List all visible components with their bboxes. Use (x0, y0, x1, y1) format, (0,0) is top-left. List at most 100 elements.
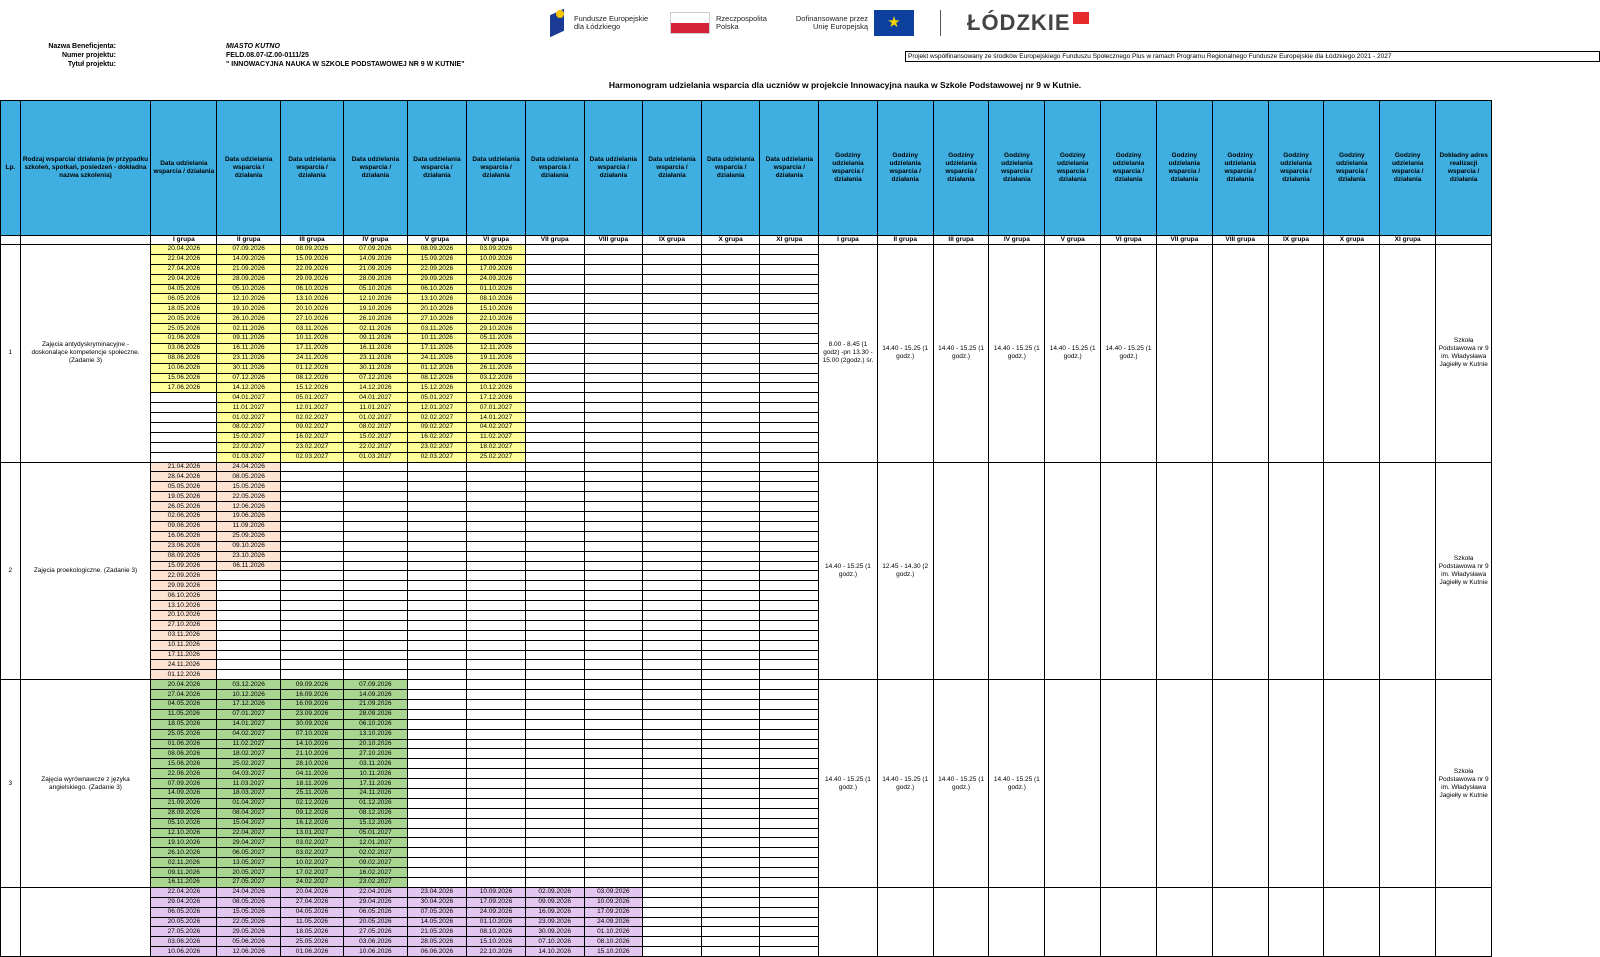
date-cell: 03.09.2026 (583, 886, 644, 898)
date-cell: 24.09.2026 (466, 273, 526, 285)
date-cell: 07.09.2026 (343, 244, 408, 255)
date-cell: 17.11.2026 (150, 649, 218, 661)
row-lp: 3 (0, 679, 21, 888)
date-cell-empty (406, 491, 468, 503)
date-cell-empty (642, 412, 702, 424)
date-cell-empty (216, 649, 281, 661)
date-cell-empty (466, 639, 526, 651)
hours-cell: 14.40 - 15.25 (1 godz.) (932, 679, 990, 888)
date-cell: 29.05.2026 (216, 926, 281, 938)
date-cell-empty (642, 718, 702, 730)
rp-logo-text: Rzeczpospolita Polska (716, 14, 767, 31)
date-cell-empty (700, 768, 761, 780)
date-cell: 07.09.2026 (150, 778, 218, 789)
date-cell-empty (583, 550, 644, 562)
date-cell: 15.12.2026 (279, 382, 345, 394)
date-cell-empty (524, 728, 585, 740)
date-cell: 11.01.2027 (343, 402, 408, 414)
date-cell-empty (642, 896, 702, 908)
date-cell-empty (759, 580, 820, 592)
date-cell: 14.10.2026 (279, 738, 345, 750)
date-cell-empty (700, 313, 761, 325)
eu-flag-icon: ★ (874, 10, 914, 36)
date-cell-empty (642, 352, 702, 364)
table-row: 3 Zajęcia wyrównawcze z języka angielskie… (0, 679, 1600, 888)
date-cell-empty (759, 778, 820, 789)
date-cell-empty (642, 481, 702, 493)
date-cell: 02.03.2027 (406, 451, 468, 463)
date-cell-empty (466, 758, 526, 770)
date-cell: 17.09.2026 (583, 906, 644, 918)
table-row: 05.05.2026 15.05.2026 (1, 481, 1600, 493)
date-cell: 24.09.2026 (583, 916, 644, 928)
header-date-col: Data udzielania wsparcia / działania (150, 100, 218, 236)
date-cell: 16.02.2027 (279, 431, 345, 443)
date-cell-empty (700, 352, 761, 364)
date-cell-empty (524, 491, 585, 503)
date-cell-empty (759, 807, 820, 819)
date-cell-empty (406, 619, 468, 631)
date-cell-empty (466, 708, 526, 720)
date-cell-empty (583, 698, 644, 710)
date-cell: 27.05.2027 (216, 877, 281, 888)
date-cell: 02.06.2026 (150, 511, 218, 522)
date-cell: 22.04.2026 (343, 886, 408, 898)
table-row: 22.04.2026 14.09.2026 15.09.2026 14.09.2026… (1, 253, 1600, 265)
date-cell-empty (700, 807, 761, 819)
date-cell: 27.04.2026 (150, 689, 218, 700)
date-cell-empty (466, 787, 526, 799)
date-cell-empty (642, 303, 702, 315)
table-row: 22.09.2026 (1, 570, 1600, 582)
table-row: 11.01.2027 12.01.2027 11.01.2027 12.01.2027… (1, 402, 1600, 414)
date-cell-empty (642, 511, 702, 522)
date-cell-empty (700, 896, 761, 908)
date-cell-empty (759, 708, 820, 720)
date-cell-empty (524, 600, 585, 611)
date-cell-empty (759, 471, 820, 483)
hours-cell (1267, 244, 1325, 463)
activity-name: Zajęcia wyrównawcze z języka angielskieg… (19, 679, 152, 888)
date-cell-empty (406, 728, 468, 740)
date-cell-empty (150, 392, 218, 404)
date-cell-empty (216, 639, 281, 651)
header-date-col: Data udzielania wsparcia / działania (524, 100, 585, 236)
date-cell: 14.09.2026 (216, 253, 281, 265)
date-cell-empty (406, 708, 468, 720)
date-cell-empty (583, 263, 644, 275)
hours-cell (1100, 461, 1157, 681)
date-cell-empty (524, 718, 585, 730)
date-cell-empty (700, 679, 761, 691)
logo-separator (940, 10, 941, 36)
date-cell-empty (583, 293, 644, 305)
date-cell-empty (524, 758, 585, 770)
table-row: 01.02.2027 02.02.2027 01.02.2027 02.02.2027… (1, 412, 1600, 424)
date-cell: 04.01.2027 (343, 392, 408, 404)
date-cell-empty (406, 471, 468, 483)
date-cell: 10.12.2026 (466, 382, 526, 394)
beneficiary-label: Nazwa Beneficjenta: (48, 43, 116, 50)
date-cell: 02.11.2026 (150, 857, 218, 869)
date-cell-empty (583, 748, 644, 760)
group-label: XI grupa (759, 235, 820, 245)
hours-cell (1211, 461, 1269, 681)
group-label: X grupa (1323, 235, 1381, 245)
date-cell-empty (700, 333, 761, 344)
date-cell-empty (700, 877, 761, 888)
date-cell-empty (583, 244, 644, 255)
date-cell-empty (759, 896, 820, 908)
date-cell: 06.05.2026 (343, 906, 408, 918)
date-cell: 15.10.2026 (466, 303, 526, 315)
date-cell-empty (406, 718, 468, 730)
date-cell: 29.10.2026 (466, 323, 526, 335)
date-cell-empty (406, 550, 468, 562)
hours-cell (1211, 679, 1269, 888)
date-cell: 05.10.2026 (150, 817, 218, 829)
date-cell: 25.02.2027 (466, 451, 526, 463)
date-cell-empty (759, 441, 820, 453)
date-cell-empty (343, 659, 408, 671)
date-cell: 20.10.2026 (406, 303, 468, 315)
date-cell: 18.02.2027 (216, 748, 281, 760)
date-cell-empty (406, 481, 468, 493)
date-cell: 23.09.2026 (524, 916, 585, 928)
date-cell: 09.02.2027 (279, 422, 345, 433)
